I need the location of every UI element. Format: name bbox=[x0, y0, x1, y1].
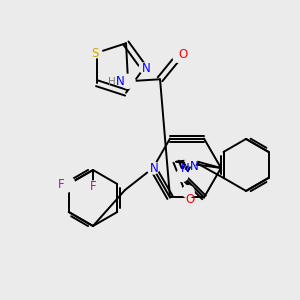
Text: O: O bbox=[185, 193, 195, 206]
Circle shape bbox=[59, 176, 75, 192]
Circle shape bbox=[185, 154, 197, 166]
Text: F: F bbox=[57, 178, 64, 190]
Text: N: N bbox=[150, 163, 158, 176]
Text: N: N bbox=[116, 75, 124, 88]
Text: F: F bbox=[90, 181, 96, 194]
Circle shape bbox=[182, 186, 194, 198]
Circle shape bbox=[92, 48, 102, 58]
Circle shape bbox=[139, 63, 149, 73]
Text: S: S bbox=[91, 47, 99, 60]
Circle shape bbox=[87, 181, 99, 193]
Text: N: N bbox=[142, 61, 150, 74]
Text: H: H bbox=[108, 77, 116, 87]
Circle shape bbox=[147, 162, 159, 174]
Text: N: N bbox=[190, 160, 198, 173]
Text: N: N bbox=[181, 162, 189, 175]
Circle shape bbox=[173, 52, 183, 62]
Text: O: O bbox=[178, 48, 188, 61]
Circle shape bbox=[121, 74, 135, 88]
Circle shape bbox=[176, 169, 188, 181]
